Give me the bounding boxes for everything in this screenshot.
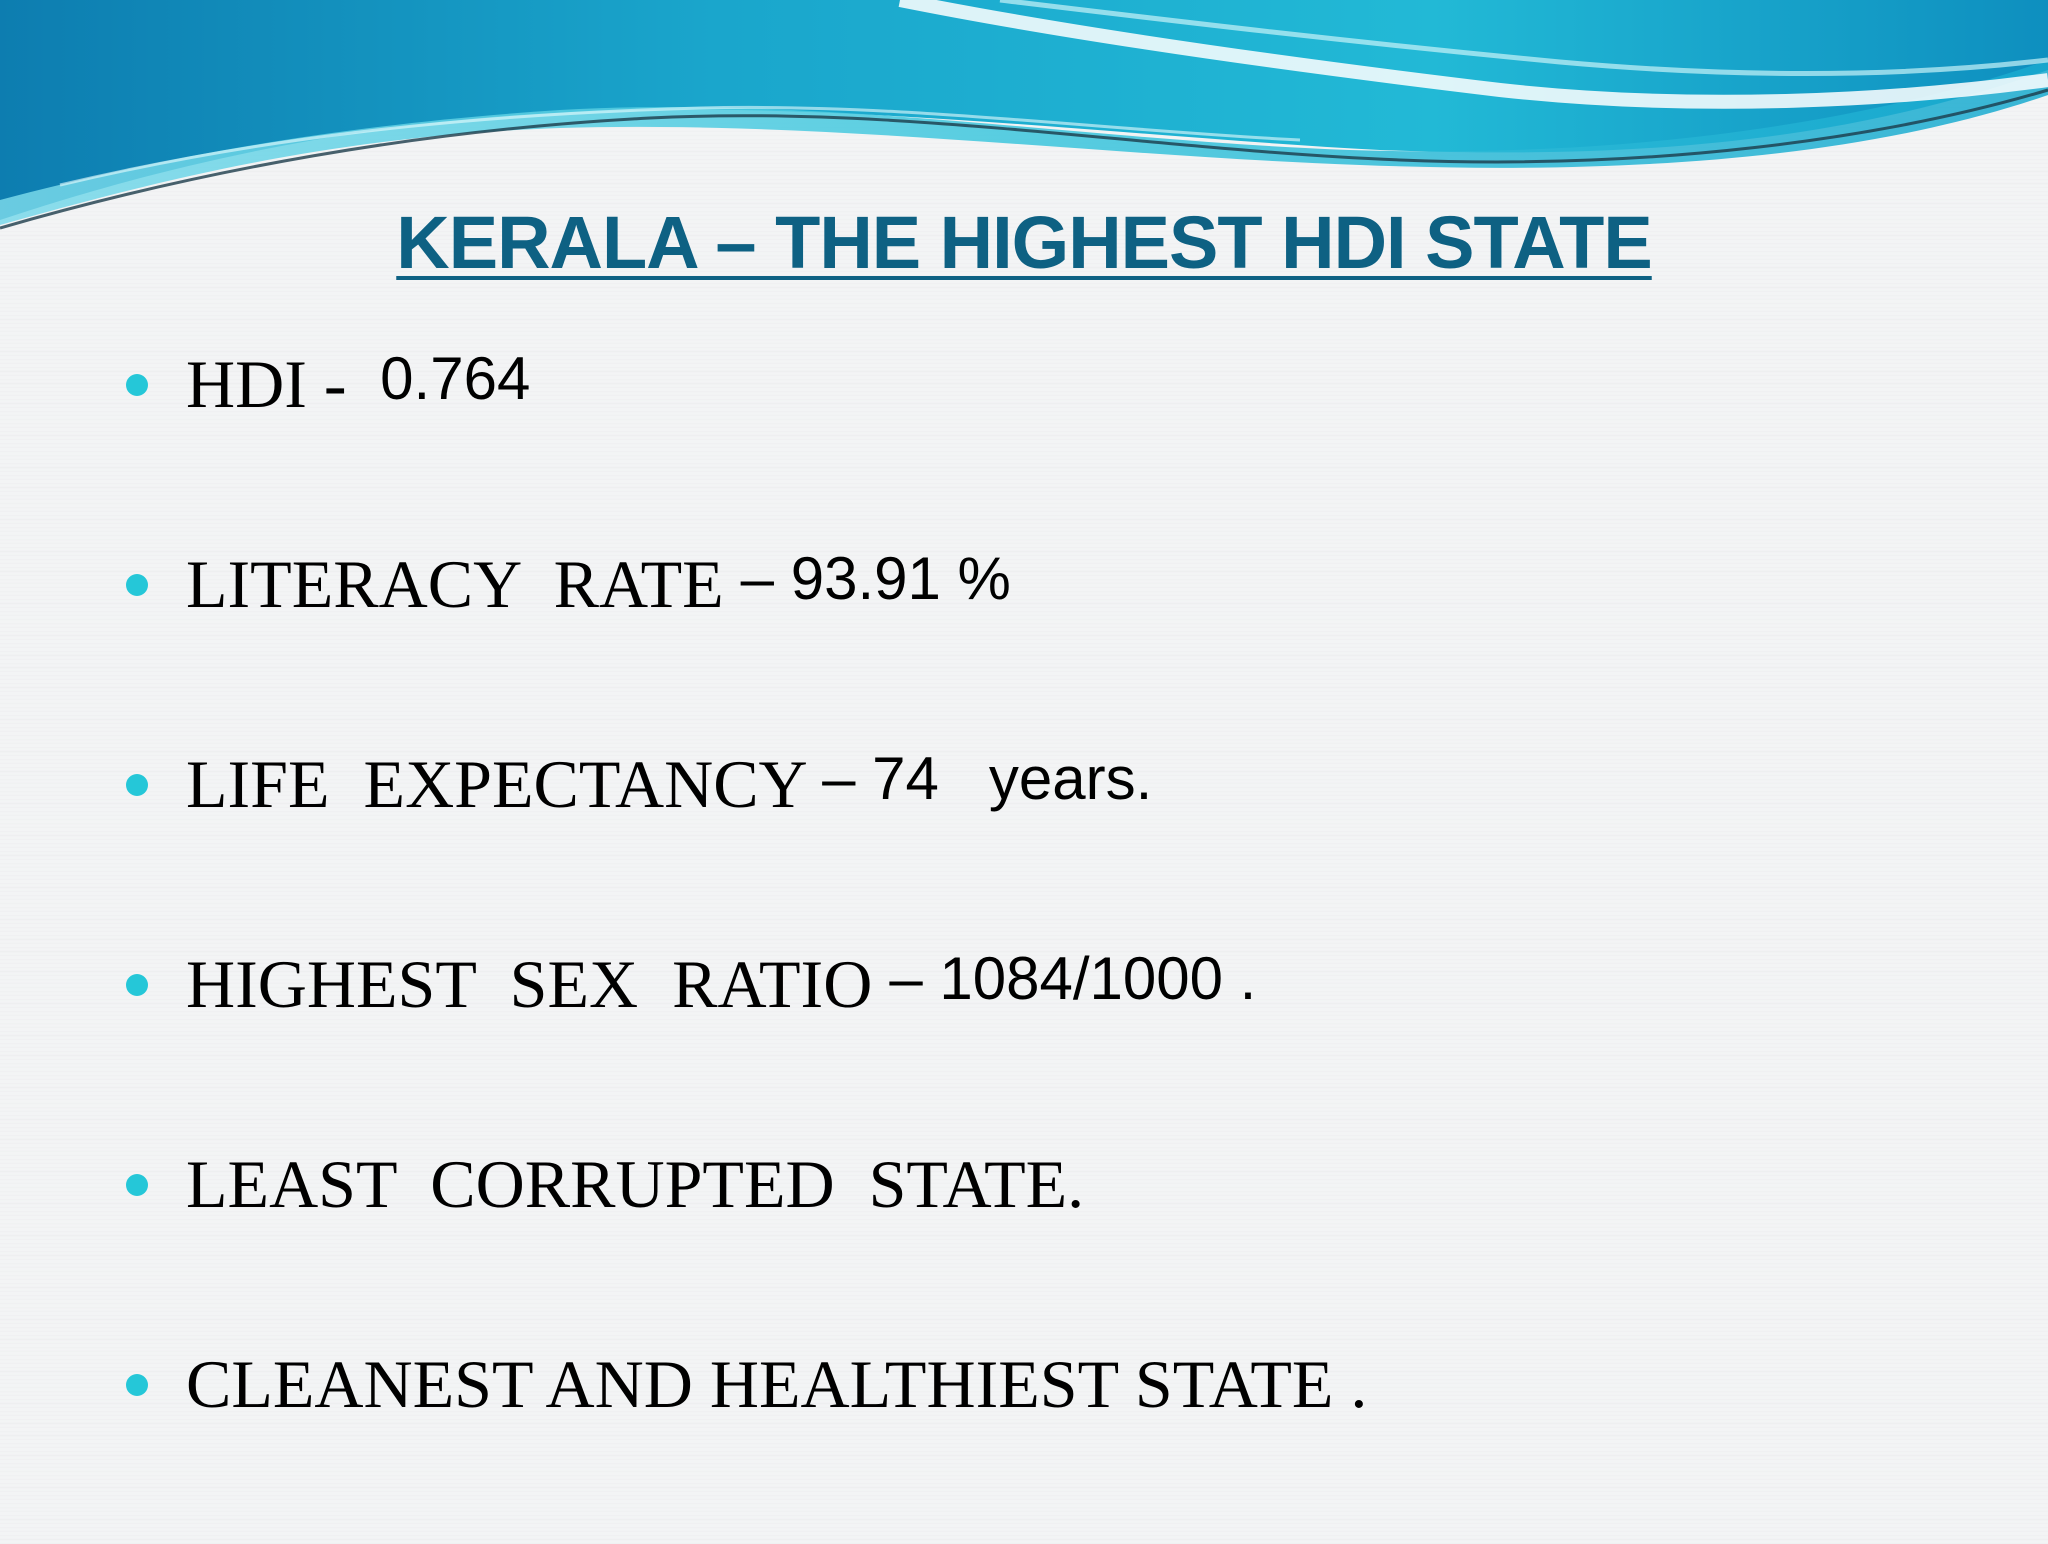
- bullet-dot-icon: [126, 374, 148, 396]
- bullet-label: HIGHEST SEX RATIO: [186, 946, 890, 1022]
- bullet-label: CLEANEST AND HEALTHIEST STATE .: [186, 1346, 1368, 1422]
- bullet-item-life-expectancy: LIFE EXPECTANCY – 74 years.: [126, 744, 1926, 944]
- bullet-item-literacy-rate: LITERACY RATE – 93.91 %: [126, 544, 1926, 744]
- bullet-dot-icon: [126, 1374, 148, 1396]
- wave-banner: [0, 0, 2048, 230]
- bullet-value: – 1084/1000 .: [889, 945, 1257, 1012]
- slide-title: KERALA – THE HIGHEST HDI STATE: [0, 200, 2048, 285]
- bullet-label: HDI -: [186, 346, 364, 422]
- slide-title-text: KERALA – THE HIGHEST HDI STATE: [396, 201, 1652, 284]
- bullet-label: LITERACY RATE: [186, 546, 741, 622]
- bullet-item-least-corrupted: LEAST CORRUPTED STATE.: [126, 1144, 1926, 1344]
- bullet-dot-icon: [126, 574, 148, 596]
- bullet-value: – 74 years.: [822, 745, 1153, 812]
- bullet-label: LIFE EXPECTANCY: [186, 746, 823, 822]
- bullet-value: – 93.91 %: [740, 545, 1011, 612]
- bullet-dot-icon: [126, 774, 148, 796]
- bullet-list: HDI - 0.764 LITERACY RATE – 93.91 % LIFE…: [126, 344, 1926, 1544]
- bullet-item-hdi: HDI - 0.764: [126, 344, 1926, 544]
- bullet-value: 0.764: [363, 345, 531, 412]
- bullet-label: LEAST CORRUPTED STATE.: [186, 1146, 1085, 1222]
- bullet-dot-icon: [126, 1174, 148, 1196]
- bullet-item-sex-ratio: HIGHEST SEX RATIO – 1084/1000 .: [126, 944, 1926, 1144]
- bullet-dot-icon: [126, 974, 148, 996]
- bullet-item-cleanest-healthiest: CLEANEST AND HEALTHIEST STATE .: [126, 1344, 1926, 1544]
